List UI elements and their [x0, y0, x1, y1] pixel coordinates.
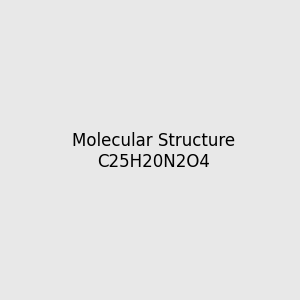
Text: Molecular Structure
C25H20N2O4: Molecular Structure C25H20N2O4	[72, 132, 235, 171]
